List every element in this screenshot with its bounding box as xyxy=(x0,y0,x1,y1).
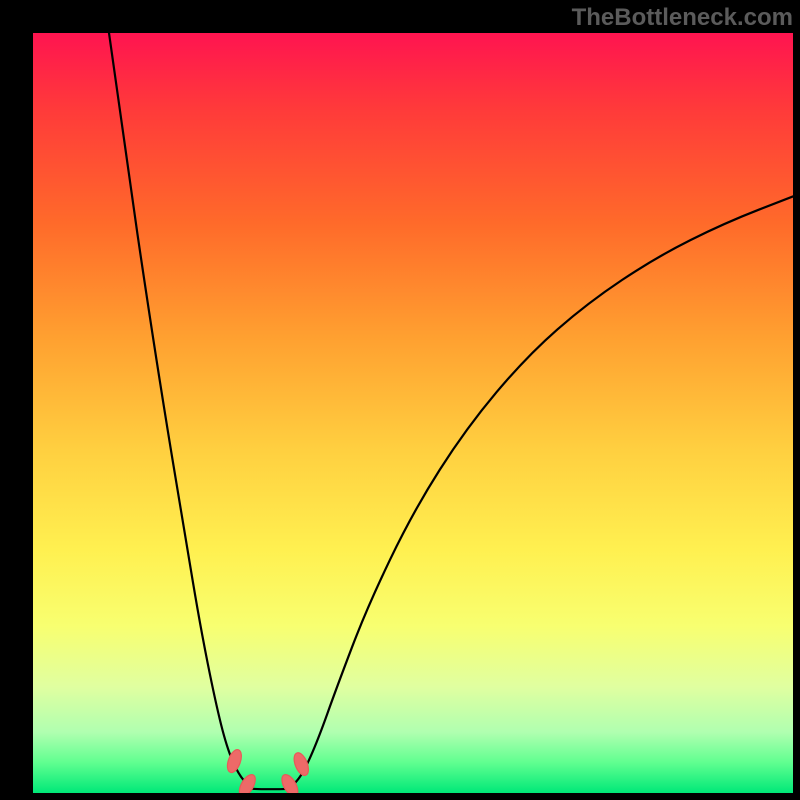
plot-background xyxy=(33,33,793,793)
watermark-text: TheBottleneck.com xyxy=(572,4,793,32)
bottleneck-chart xyxy=(33,33,793,793)
